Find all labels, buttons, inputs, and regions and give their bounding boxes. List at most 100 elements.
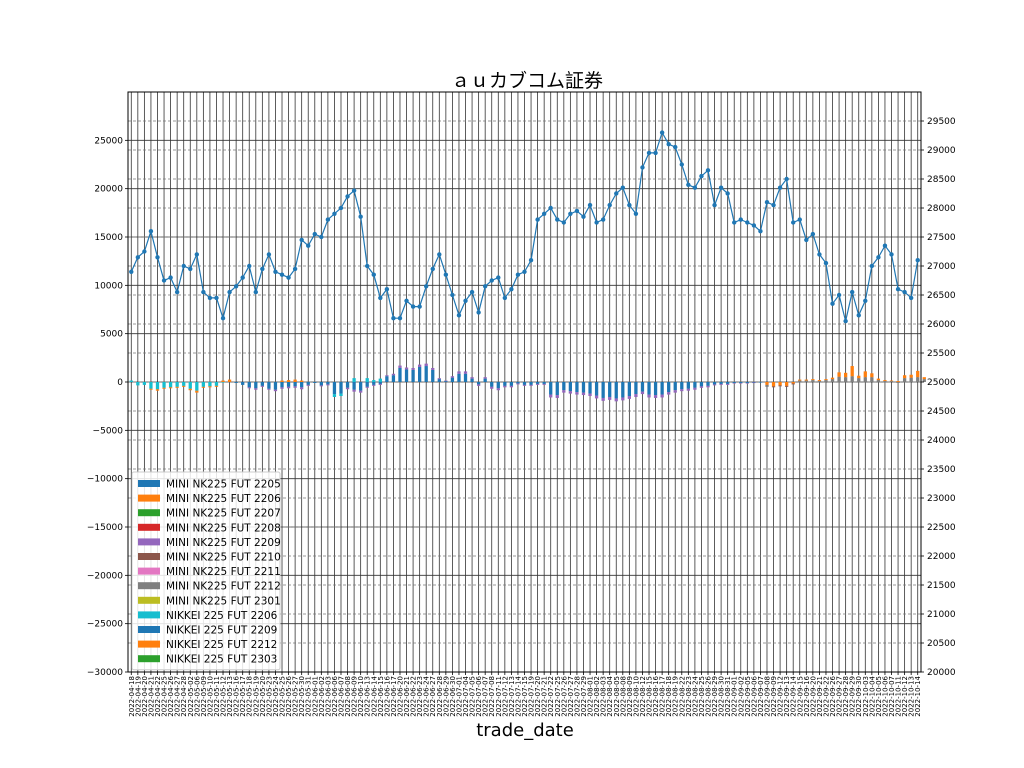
- x-tick-label: 2022-09-14: [790, 675, 798, 716]
- x-tick-label: 2022-06-16: [383, 675, 391, 716]
- bar: [293, 386, 297, 388]
- x-tick-label: 2022-07-22: [547, 676, 555, 717]
- bar: [496, 388, 500, 391]
- x-tick-label: 2022-09-01: [731, 676, 739, 717]
- x-tick-label: 2022-04-21: [147, 676, 155, 717]
- x-tick-label: 2022-05-18: [246, 676, 254, 717]
- x-tick-label: 2022-10-06: [881, 675, 889, 716]
- x-tick-label: 2022-07-06: [475, 675, 483, 716]
- bar: [765, 384, 769, 387]
- x-tick-label: 2022-06-10: [357, 676, 365, 717]
- bar: [778, 385, 782, 387]
- series-point: [797, 217, 802, 222]
- bar: [535, 383, 540, 385]
- y-tick-label: −5000: [93, 426, 124, 436]
- bar: [870, 377, 874, 382]
- bar: [922, 379, 926, 382]
- bar: [876, 378, 881, 381]
- x-tick-label: 2022-08-08: [619, 676, 627, 717]
- series-point: [699, 173, 704, 179]
- series-point: [410, 304, 416, 309]
- bar: [516, 383, 520, 385]
- x-tick-label: 2022-06-24: [423, 675, 431, 716]
- x-tick-label: 2022-10-07: [888, 676, 896, 717]
- bar: [155, 389, 160, 391]
- bar: [168, 382, 173, 388]
- x-tick-label: 2022-09-21: [816, 676, 824, 717]
- bar: [234, 382, 238, 383]
- x-tick-label: 2022-09-15: [796, 676, 804, 717]
- bar: [529, 382, 533, 385]
- bar: [732, 382, 736, 384]
- series-point: [430, 266, 435, 272]
- y2-tick-label: 29500: [927, 117, 956, 127]
- x-tick-label: 2022-07-21: [541, 676, 549, 717]
- bar: [791, 383, 795, 385]
- bar: [280, 387, 284, 389]
- series-point: [240, 275, 245, 280]
- series-point: [804, 237, 809, 243]
- bar: [326, 384, 330, 386]
- bar: [267, 382, 271, 389]
- bar: [431, 369, 435, 382]
- bar: [811, 379, 815, 381]
- legend-label: MINI NK225 FUT 2210: [166, 552, 281, 564]
- bar: [529, 384, 533, 386]
- bar: [365, 386, 369, 388]
- legend-label: MINI NK225 FUT 2207: [166, 508, 281, 520]
- y2-tick-label: 27000: [927, 262, 956, 272]
- series-point: [784, 176, 789, 182]
- bar: [857, 375, 861, 379]
- series-point: [351, 188, 357, 193]
- legend-box: [131, 471, 281, 671]
- series-point: [319, 234, 324, 240]
- x-tick-label: 2022-05-09: [200, 676, 208, 717]
- series-point: [391, 316, 396, 321]
- x-tick-label: 2022-09-07: [757, 676, 765, 717]
- bar: [345, 387, 350, 390]
- bar: [509, 382, 514, 386]
- series-point: [568, 211, 573, 216]
- x-tick-label: 2022-09-08: [763, 676, 771, 717]
- series-point: [227, 289, 232, 295]
- legend-swatch: [138, 582, 160, 590]
- bar: [627, 396, 631, 399]
- bar: [404, 367, 409, 370]
- bar: [208, 382, 212, 387]
- bar: [883, 381, 887, 382]
- bar: [378, 378, 382, 382]
- legend-label: NIKKEI 225 FUT 2303: [166, 654, 277, 666]
- bar: [142, 382, 147, 385]
- x-tick-label: 2022-08-12: [639, 676, 647, 717]
- series-point: [758, 229, 763, 234]
- legend-label: MINI NK225 FUT 2209: [166, 537, 281, 549]
- x-tick-label: 2022-07-26: [560, 675, 568, 716]
- bar: [830, 377, 835, 380]
- bar: [726, 383, 730, 385]
- legend-swatch: [138, 611, 160, 619]
- bar: [614, 382, 618, 399]
- x-tick-label: 2022-07-14: [514, 675, 522, 716]
- series-point: [732, 220, 737, 225]
- series-point: [738, 217, 743, 222]
- x-tick-label: 2022-05-26: [285, 675, 293, 716]
- bar: [182, 385, 186, 387]
- series-point: [640, 165, 645, 170]
- bar: [391, 375, 396, 382]
- series-point: [895, 287, 901, 292]
- y-tick-label: −30000: [87, 668, 123, 678]
- x-tick-label: 2022-05-02: [187, 676, 195, 717]
- bar: [588, 393, 592, 397]
- x-tick-label: 2022-05-11: [213, 676, 221, 717]
- series-point: [876, 255, 881, 260]
- x-tick-label: 2022-09-13: [783, 676, 791, 717]
- bar: [470, 377, 474, 379]
- bar: [857, 378, 861, 382]
- bar: [634, 382, 638, 395]
- bar: [509, 385, 514, 388]
- series-point: [306, 243, 311, 248]
- series-point: [777, 185, 783, 190]
- y-tick-label: −15000: [87, 523, 123, 533]
- bar: [817, 381, 822, 382]
- series-point: [889, 252, 894, 257]
